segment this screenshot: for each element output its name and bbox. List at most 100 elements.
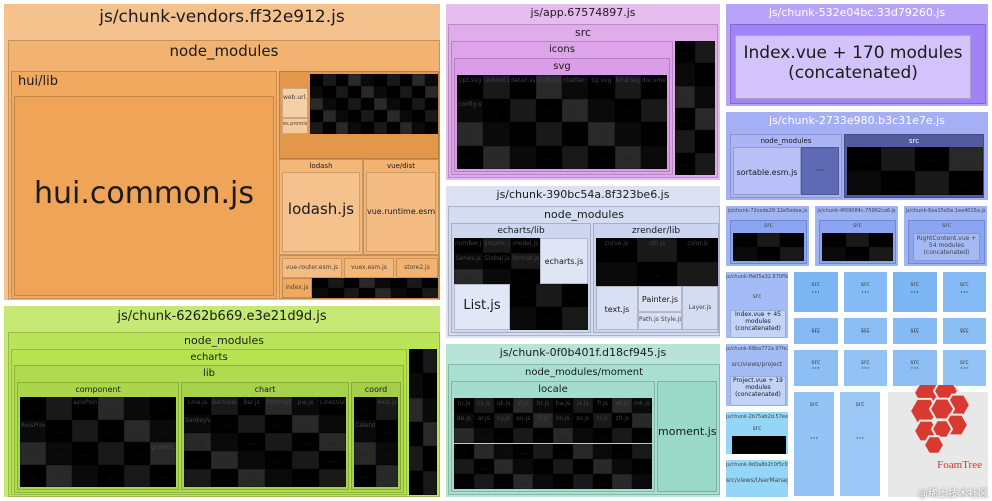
chunk-6262-node-modules[interactable]: node_modules echarts lib component ··· ··· axi… bbox=[8, 332, 440, 497]
chunk-0f0b-locale-tile[interactable]: ··· bbox=[592, 473, 613, 489]
chunk-6262-chart-tile[interactable]: ··· bbox=[319, 433, 346, 451]
app-svg-tile[interactable]: ··· bbox=[509, 145, 536, 169]
app-svg-tile[interactable]: ··· bbox=[483, 145, 510, 169]
vendors-small-tile[interactable] bbox=[386, 98, 400, 110]
chunk-c2b75-src-tile[interactable]: ··· bbox=[732, 436, 786, 454]
chunk-6262-chart-tile[interactable]: ··· bbox=[265, 415, 292, 433]
vendors-bottom-modules[interactable]: vue-router.esm.js vuex.esm.js store2.js ind… bbox=[279, 255, 439, 299]
chunk-6262-component-tile[interactable]: ··· bbox=[150, 397, 176, 420]
small-chunk[interactable]: src ··· bbox=[940, 348, 988, 388]
chunk-c68ba[interactable]: js/chunk-68ba772a.97fe2b96.js src/views/p… bbox=[724, 342, 790, 408]
app-svg-tile[interactable]: ··· bbox=[588, 122, 615, 146]
chunk-0f0b-locale-tile[interactable]: ja.js bbox=[572, 398, 593, 414]
vendors-small-tile[interactable] bbox=[386, 86, 400, 98]
chunk-390-echarts-more-tile[interactable]: ··· bbox=[510, 284, 536, 307]
chunk-6262-chart-tile[interactable]: ··· bbox=[319, 415, 346, 433]
chunk-6262-component-tile[interactable]: ··· bbox=[72, 419, 98, 442]
small-chunk[interactable]: src ··· bbox=[792, 348, 840, 388]
chunk-0f0b-locale-tile[interactable]: fr.js bbox=[592, 398, 613, 414]
chunk-6262-echarts[interactable]: echarts lib component ··· ··· axisPointer.js ·… bbox=[11, 349, 407, 495]
chunk-0f0b-locale-tile[interactable]: ··· bbox=[632, 428, 652, 444]
app-right-tile[interactable]: ··· bbox=[675, 85, 695, 108]
app-right-tile[interactable]: ··· bbox=[695, 130, 715, 153]
app-svg-tile[interactable]: unbind.svg bbox=[483, 75, 510, 99]
vendors-vuex[interactable]: vuex.esm.js bbox=[344, 258, 394, 278]
vendors-bottom-tile[interactable] bbox=[375, 278, 391, 288]
chunk-6262-chart-tile[interactable]: ··· bbox=[265, 433, 292, 451]
app-svg-tile[interactable]: ··· bbox=[483, 98, 510, 122]
chunk-6262-component-tile[interactable]: ··· bbox=[124, 397, 150, 420]
app-svg-tile[interactable]: tip.svg bbox=[588, 75, 615, 99]
vendors-small-tile[interactable] bbox=[399, 86, 413, 98]
chunk-c72ce-src-tile[interactable]: ··· bbox=[733, 247, 757, 261]
chunk-2733-src-tile[interactable]: ··· bbox=[949, 147, 983, 171]
chunk-0f0b-locale-tile[interactable]: ··· bbox=[553, 428, 573, 444]
vendors-small-tile[interactable] bbox=[322, 74, 336, 86]
chunk-0f0b-locale-tile[interactable]: fi.js bbox=[533, 413, 553, 429]
chunk-0f0b-locale-tile[interactable]: ··· bbox=[454, 473, 474, 489]
chunk-0f0b-locale-tile[interactable]: ··· bbox=[513, 458, 534, 474]
chunk-6262-component-tile[interactable]: axisPointer.js bbox=[72, 397, 98, 420]
chunk-2733-sortable[interactable]: sortable.esm.js bbox=[733, 147, 801, 195]
app-right-tile[interactable]: ··· bbox=[675, 130, 695, 153]
chunk-2733-src-tile[interactable]: ··· bbox=[949, 171, 983, 195]
chunk-0f0b-locale-tile[interactable]: et.js bbox=[612, 398, 633, 414]
chunk-6262-right-tile[interactable] bbox=[409, 373, 423, 398]
chunk-2733-src-tile[interactable]: ··· bbox=[881, 147, 915, 171]
chunk-390-echarts-tile[interactable]: Global.js bbox=[482, 253, 512, 269]
chunk-6262-chart-tile[interactable]: ··· bbox=[184, 469, 211, 487]
vendors-small-tile[interactable] bbox=[412, 86, 426, 98]
chunk-6262-chart-tile[interactable]: ··· bbox=[184, 451, 211, 469]
chunk-6262-chart-tile[interactable]: ··· bbox=[319, 469, 346, 487]
chunk-0f0b-locale-tile[interactable]: ··· bbox=[553, 458, 573, 474]
chunk-0f0b-locale-tile[interactable]: zh.js bbox=[612, 413, 633, 429]
chunk-6262-right-tile[interactable] bbox=[423, 349, 437, 374]
vendors-small-tile[interactable] bbox=[386, 122, 400, 134]
chunk-6262-right-tile[interactable] bbox=[409, 422, 423, 447]
chunk-0f0b-locale-tile[interactable]: sl.js bbox=[513, 398, 534, 414]
chunk-6262-coord-tile[interactable]: Axis.js bbox=[376, 397, 398, 420]
chunk-cfe05-index[interactable]: Index.vue + 45 modules (concatenated) bbox=[730, 310, 786, 338]
chunk-6262-chart-tile[interactable]: ··· bbox=[238, 451, 265, 469]
chunk-6262-right-tile[interactable] bbox=[409, 446, 423, 471]
chunk-0f0b-locale-tile[interactable]: ··· bbox=[454, 443, 474, 459]
vendors-bottom-tile[interactable] bbox=[422, 288, 438, 298]
vendors-small-tile[interactable] bbox=[361, 110, 374, 122]
vendors-small-tile[interactable] bbox=[322, 122, 336, 134]
chunk-6262-coord-tile[interactable]: ··· bbox=[376, 442, 398, 465]
chunk-0f0b-locale-tile[interactable]: ··· bbox=[592, 443, 613, 459]
chunk-390-text[interactable]: text.js bbox=[596, 286, 638, 330]
chunk-0f0b-locale-tile[interactable]: ··· bbox=[612, 458, 633, 474]
chunk-532-index[interactable]: Index.vue + 170 modules (concatenated) bbox=[735, 35, 971, 99]
chunk-0f0b-locale-tile[interactable]: br.js bbox=[533, 398, 553, 414]
chunk-0f0b-locale-tile[interactable]: ··· bbox=[612, 473, 633, 489]
vendors-bottom-tile[interactable] bbox=[327, 278, 344, 288]
small-chunk[interactable]: src ··· bbox=[891, 270, 939, 314]
chunk-6262-component-tile[interactable]: ··· bbox=[46, 419, 72, 442]
chunk-6262-chart-tile[interactable]: ··· bbox=[211, 451, 238, 469]
chunk-6262-component-tile[interactable]: ··· bbox=[20, 464, 46, 487]
vendors-small-tile[interactable] bbox=[348, 110, 362, 122]
chunk-c72ce-src-tile[interactable]: ··· bbox=[756, 233, 781, 247]
vendors-vue-runtime[interactable]: vue.runtime.esm.js bbox=[366, 172, 436, 252]
app-svg-tile[interactable]: bind.svg bbox=[614, 75, 641, 99]
small-chunk[interactable]: src ··· bbox=[940, 270, 988, 314]
vendors-small-tile[interactable] bbox=[335, 74, 349, 86]
app-svg-tile[interactable]: ··· bbox=[509, 122, 536, 146]
app-svg-tile[interactable]: ··· bbox=[509, 98, 536, 122]
chunk-0f0b-locale-tile[interactable]: ··· bbox=[612, 428, 633, 444]
vendors-index[interactable]: index.js bbox=[282, 278, 312, 298]
chunk-6262-component-tile[interactable]: ··· bbox=[20, 442, 46, 465]
app-svg-tile[interactable]: config.svg bbox=[457, 98, 484, 122]
chunk-390-layer[interactable]: Layer.js bbox=[682, 286, 718, 330]
chunk-6262-right-tile[interactable] bbox=[409, 470, 423, 495]
chunk-6262-chart-tile[interactable]: LinesView.js bbox=[319, 397, 346, 415]
chunk-0f0b-locale-tile[interactable]: ··· bbox=[513, 428, 534, 444]
chunk-0f0b-locale-tile[interactable]: ··· bbox=[533, 473, 553, 489]
chunk-2733[interactable]: js/chunk-2733e980.b3c31e7e.js node_module… bbox=[724, 110, 990, 202]
chunk-0f0b-locale-tile[interactable]: ··· bbox=[533, 428, 553, 444]
vendors-small-tile[interactable] bbox=[361, 98, 374, 110]
chunk-0f0b-moment-js[interactable]: moment.js bbox=[657, 381, 717, 492]
vendors-small-tile[interactable] bbox=[348, 98, 362, 110]
chunk-6262-coord-tile[interactable]: ··· bbox=[354, 397, 376, 420]
